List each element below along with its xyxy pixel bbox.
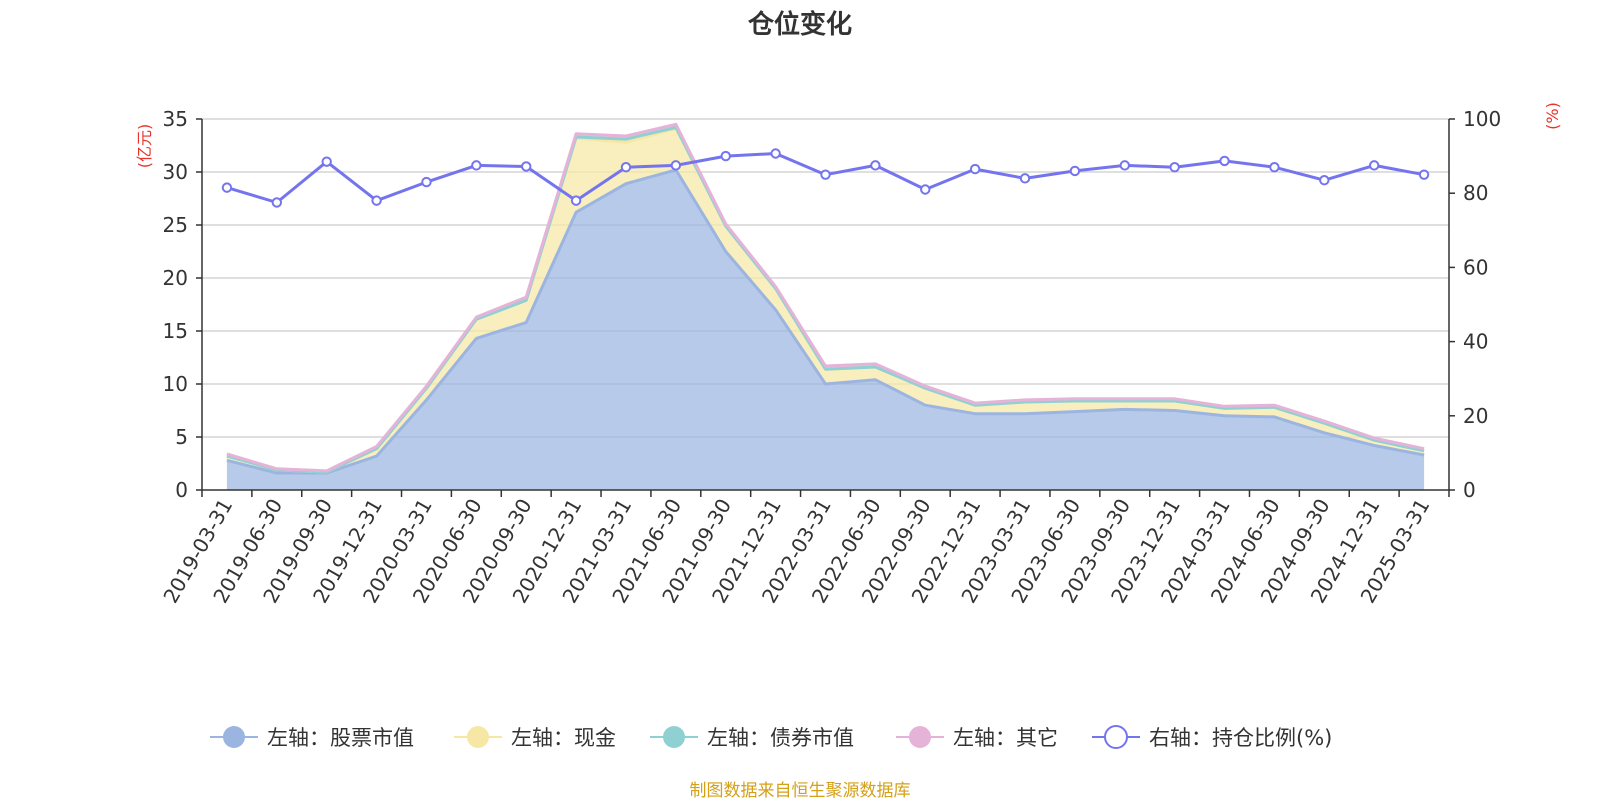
ratio-point [720,150,731,162]
right-tick-label: 20 [1463,404,1488,428]
legend-label: 左轴：债券市值 [707,726,854,750]
legend-marker [223,726,245,748]
ratio-point [1418,169,1430,180]
area-edge-左轴：股票市值 [226,168,1425,475]
ratio-point [620,162,632,173]
axes: 051015202530350204060801002019-03-312019… [158,107,1501,607]
left-tick-label: 20 [163,266,188,290]
ratio-point [870,160,881,171]
left-tick-label: 35 [163,107,188,131]
left-tick-label: 10 [163,372,188,396]
ratio-point [371,195,382,206]
area-左轴：股票市值 [226,169,1425,490]
ratio-point [1219,155,1230,167]
legend-marker [467,726,489,748]
ratio-point [321,156,332,167]
chart-title: 仓位变化 [747,9,852,40]
left-tick-label: 30 [163,160,188,184]
right-tick-label: 40 [1463,330,1488,354]
ratio-point [1169,162,1180,173]
left-axis-unit: (亿元) [135,124,154,169]
legend-label: 右轴：持仓比例(%) [1149,726,1332,750]
right-axis-unit: (%) [1543,102,1562,130]
ratio-point [271,197,283,208]
area-edge-左轴：其它 [226,122,1425,473]
left-tick-label: 15 [163,319,188,343]
right-tick-label: 60 [1463,255,1488,279]
ratio-point [969,163,981,175]
ratio-point [570,195,582,206]
left-tick-label: 25 [163,213,188,237]
ratio-point [820,169,831,180]
ratio-point [1119,160,1130,171]
legend-label: 左轴：现金 [511,726,616,750]
legend-label: 左轴：股票市值 [267,726,414,750]
right-tick-label: 100 [1463,107,1501,131]
right-tick-label: 0 [1463,478,1476,502]
ratio-point [670,160,682,171]
legend-marker [909,726,931,748]
ratio-point [221,182,233,193]
legend: 左轴：股票市值 左轴：现金 左轴：债券市值 左轴：其它 右轴：持仓比例(%) [210,725,1332,750]
ratio-point [1319,175,1330,186]
ratio-point [1269,162,1280,173]
ratio-point [421,176,432,188]
ratio-point [920,184,931,195]
ratio-point [1368,160,1380,171]
legend-label: 左轴：其它 [953,726,1058,750]
legend-marker [663,726,685,748]
left-tick-label: 5 [175,425,188,449]
right-tick-label: 80 [1463,181,1488,205]
left-tick-label: 0 [175,478,188,502]
ratio-point [770,148,781,159]
ratio-point [521,161,532,172]
ratio-point [1019,173,1031,184]
ratio-line-series [221,148,1430,208]
source-note: 制图数据来自恒生聚源数据库 [690,781,911,800]
ratio-point [1069,165,1081,177]
legend-marker [1104,725,1128,749]
ratio-point [471,160,482,171]
stacked-areas [226,122,1425,490]
